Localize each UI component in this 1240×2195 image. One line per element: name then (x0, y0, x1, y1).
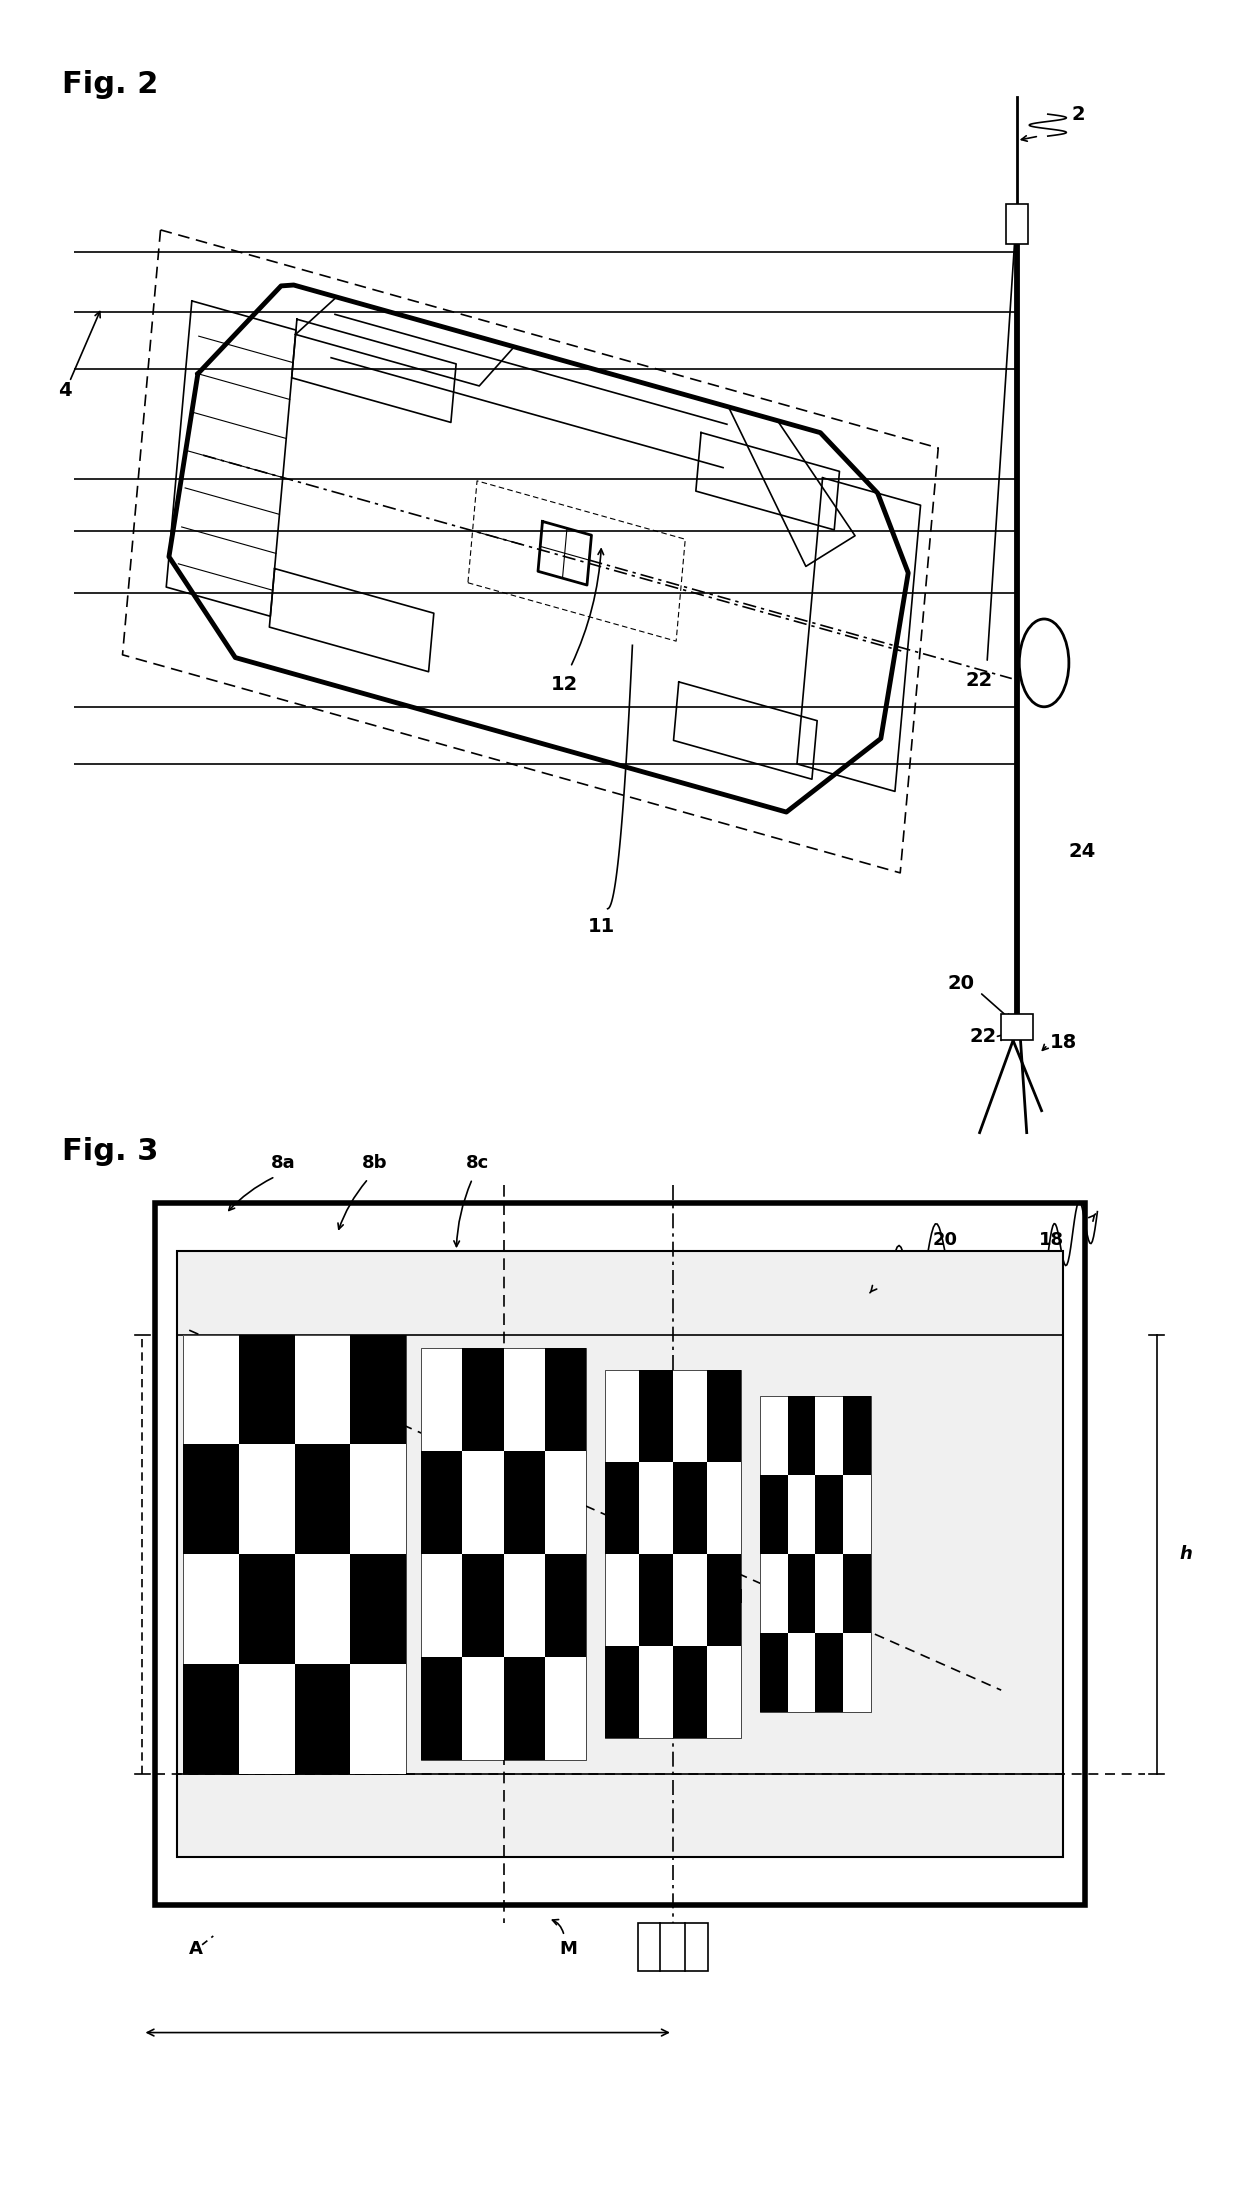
Bar (239, 1664, 295, 1774)
Bar (351, 1444, 407, 1554)
Bar (639, 1462, 673, 1554)
Text: 8c: 8c (466, 1155, 489, 1172)
Bar (843, 1633, 872, 1712)
Circle shape (1019, 619, 1069, 707)
Bar (639, 1923, 708, 1971)
Bar (184, 1335, 407, 1774)
Text: 4: 4 (58, 382, 71, 399)
Bar (787, 1554, 816, 1633)
Bar (760, 1396, 872, 1712)
Bar (422, 1348, 587, 1760)
Text: 11: 11 (588, 918, 615, 935)
Text: 8d: 8d (719, 1589, 744, 1607)
Text: Fig. 2: Fig. 2 (62, 70, 159, 99)
Bar (544, 1348, 587, 1451)
Bar (707, 1462, 742, 1554)
Bar (239, 1554, 295, 1664)
Bar (351, 1554, 407, 1664)
Bar (422, 1348, 463, 1451)
Bar (177, 1251, 1063, 1857)
Bar (707, 1370, 742, 1462)
Text: M: M (559, 1940, 577, 1958)
Bar (422, 1554, 463, 1657)
Bar (816, 1633, 843, 1712)
Bar (503, 1348, 544, 1451)
Bar (707, 1646, 742, 1738)
Bar (351, 1664, 407, 1774)
Text: 18: 18 (1039, 1231, 1064, 1249)
Text: 18: 18 (1050, 1034, 1078, 1051)
Bar (639, 1370, 673, 1462)
Bar (544, 1451, 587, 1554)
Bar (1006, 204, 1028, 244)
Bar (422, 1451, 463, 1554)
Bar (605, 1370, 742, 1738)
Bar (184, 1554, 239, 1664)
Bar (463, 1657, 503, 1760)
Text: 22: 22 (966, 672, 993, 689)
Bar (816, 1475, 843, 1554)
Bar (843, 1554, 872, 1633)
Bar (843, 1396, 872, 1475)
Bar (184, 1335, 239, 1444)
Text: 2: 2 (1073, 105, 1085, 123)
Bar (707, 1554, 742, 1646)
Bar (787, 1633, 816, 1712)
Bar (673, 1370, 707, 1462)
Bar (239, 1335, 295, 1444)
Text: h: h (1179, 1545, 1192, 1563)
Bar (760, 1396, 787, 1475)
Text: 20: 20 (947, 975, 975, 992)
Text: 20: 20 (932, 1231, 957, 1249)
Bar (295, 1664, 351, 1774)
Bar (544, 1554, 587, 1657)
Bar (787, 1396, 816, 1475)
Bar (155, 1203, 1085, 1905)
Bar (760, 1554, 787, 1633)
Bar (351, 1335, 407, 1444)
Bar (673, 1554, 707, 1646)
Bar (673, 1462, 707, 1554)
Bar (1001, 1014, 1033, 1040)
Bar (184, 1444, 239, 1554)
Bar (463, 1348, 503, 1451)
Bar (605, 1370, 639, 1462)
Bar (422, 1657, 463, 1760)
Text: 8a: 8a (270, 1155, 295, 1172)
Bar (503, 1554, 544, 1657)
Bar (816, 1554, 843, 1633)
Bar (295, 1335, 351, 1444)
Bar (605, 1462, 639, 1554)
Text: 24: 24 (1069, 843, 1096, 860)
Bar (639, 1554, 673, 1646)
Text: 22: 22 (970, 1027, 997, 1045)
Bar (295, 1444, 351, 1554)
Bar (816, 1396, 843, 1475)
Text: Fig. 3: Fig. 3 (62, 1137, 159, 1166)
Bar (787, 1475, 816, 1554)
Bar (544, 1657, 587, 1760)
Text: 8b: 8b (362, 1155, 387, 1172)
Bar (605, 1646, 639, 1738)
Bar (639, 1646, 673, 1738)
Bar (760, 1633, 787, 1712)
Bar (503, 1657, 544, 1760)
Bar (605, 1554, 639, 1646)
Bar (760, 1475, 787, 1554)
Bar (463, 1451, 503, 1554)
Bar (239, 1444, 295, 1554)
Bar (184, 1664, 239, 1774)
Bar (673, 1646, 707, 1738)
Bar (463, 1554, 503, 1657)
Bar (503, 1451, 544, 1554)
Bar (295, 1554, 351, 1664)
Bar (843, 1475, 872, 1554)
Text: A: A (188, 1940, 203, 1958)
Text: 12: 12 (551, 676, 578, 694)
